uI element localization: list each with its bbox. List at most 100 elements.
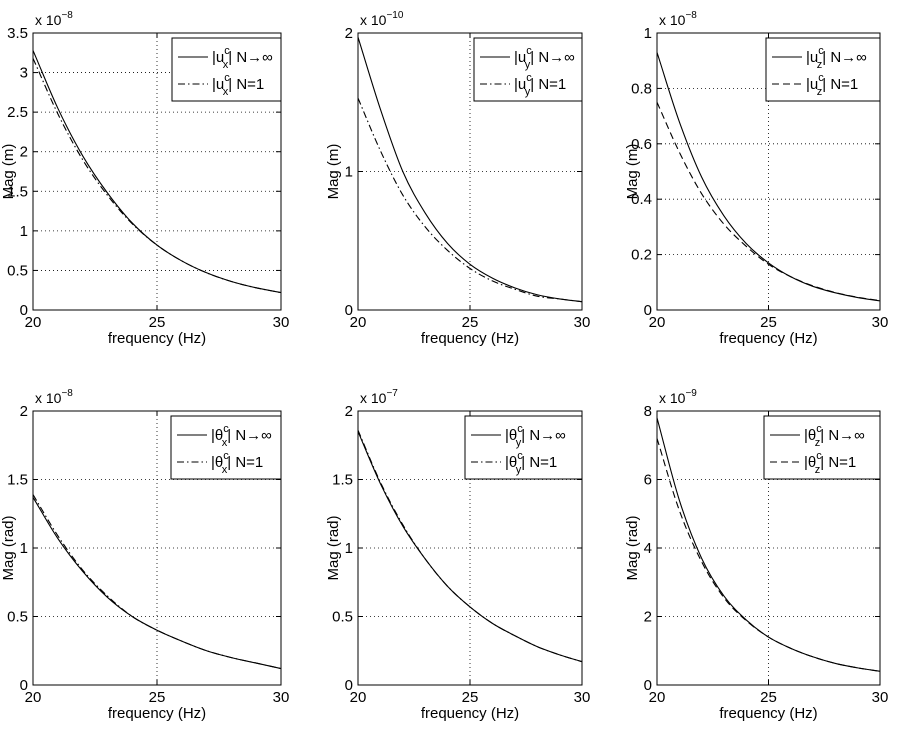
series-line-n-1 xyxy=(32,58,282,294)
y-tick-label: 0 xyxy=(20,302,28,319)
exponent-base: x 10 xyxy=(659,12,686,28)
legend-box xyxy=(763,415,881,480)
y-axis-label: Mag (rad) xyxy=(624,515,641,580)
x-axis-label: frequency (Hz) xyxy=(108,705,206,722)
series-line-n-1 xyxy=(656,102,881,302)
y-axis-label: Mag (m) xyxy=(0,144,17,200)
exponent-base: x 10 xyxy=(35,12,62,28)
y-tick-label: 0.5 xyxy=(7,609,28,626)
legend: |uc z| N→∞|uc z| N=1 xyxy=(765,37,881,102)
x-axis-label: frequency (Hz) xyxy=(719,330,817,347)
y-tick-label: 0.5 xyxy=(7,262,28,279)
x-tick-label: 25 xyxy=(462,314,479,331)
x-tick-label: 25 xyxy=(149,689,166,706)
legend-entry: |θc y| N→∞ xyxy=(505,423,566,449)
legend-entry: |uc z| N→∞ xyxy=(806,45,867,71)
legend: |θc y| N→∞|θc y| N=1 xyxy=(464,415,583,480)
legend-entry: |θc z| N=1 xyxy=(804,450,856,476)
legend: |θc z| N→∞|θc z| N=1 xyxy=(763,415,881,480)
x-tick-label: 20 xyxy=(649,689,666,706)
subplot-3: 20 25 30 0 0.2 0.4 0.6 0.8 1 x 10−8 frequency (Hz)… xyxy=(624,10,888,347)
y-tick-label: 0.8 xyxy=(631,80,652,97)
legend-entry: |θc x| N→∞ xyxy=(211,423,272,449)
subplot-1: 20 25 30 0 0.5 1 1.5 2 2.5 3 3.5 x 10−8 frequency (H… xyxy=(0,10,289,347)
exponent-power: −8 xyxy=(61,10,73,21)
series-line-n-1 xyxy=(32,494,282,670)
y-tick-label: 6 xyxy=(644,472,652,489)
exponent-power: −9 xyxy=(685,388,697,399)
y-tick-label: 1 xyxy=(345,164,353,181)
x-tick-label: 20 xyxy=(25,314,42,331)
y-exponent-label: x 10−9 xyxy=(659,388,697,406)
legend-box xyxy=(473,37,583,102)
y-tick-label: 0 xyxy=(644,677,652,694)
y-tick-label: 1 xyxy=(20,540,28,557)
legend-entry: |θc x| N=1 xyxy=(211,450,263,476)
y-exponent-label: x 10−8 xyxy=(35,10,73,28)
legend-entry: |θc z| N→∞ xyxy=(804,423,865,449)
legend-entry: |uc y| N=1 xyxy=(514,72,566,98)
exponent-power: −8 xyxy=(61,388,73,399)
y-exponent-label: x 10−8 xyxy=(659,10,697,28)
x-tick-label: 25 xyxy=(462,689,479,706)
x-tick-label: 30 xyxy=(574,314,591,331)
y-tick-label: 3.5 xyxy=(7,25,28,42)
subplot-5: 20 25 30 0 0.5 1 1.5 2 x 10−7 frequency (Hz) Mag (… xyxy=(325,388,590,722)
subplot-6: 20 25 30 0 2 4 6 8 x 10−9 frequency (Hz) Mag (rad)… xyxy=(624,388,888,722)
x-tick-label: 25 xyxy=(760,689,777,706)
x-tick-label: 25 xyxy=(149,314,166,331)
y-tick-label: 2 xyxy=(20,144,28,161)
y-exponent-label: x 10−7 xyxy=(360,388,398,406)
series-line-n-1 xyxy=(656,438,881,672)
x-axis-label: frequency (Hz) xyxy=(421,330,519,347)
y-tick-label: 0 xyxy=(644,302,652,319)
x-tick-label: 25 xyxy=(760,314,777,331)
y-exponent-label: x 10−8 xyxy=(35,388,73,406)
y-tick-label: 2.5 xyxy=(7,104,28,121)
exponent-base: x 10 xyxy=(659,390,686,406)
series-line-n-infinity xyxy=(32,497,282,670)
y-tick-label: 4 xyxy=(644,540,652,557)
x-tick-label: 30 xyxy=(872,689,889,706)
series-line-n-infinity xyxy=(32,50,282,294)
y-tick-label: 2 xyxy=(345,403,353,420)
legend-box xyxy=(171,37,282,102)
x-tick-label: 30 xyxy=(574,689,591,706)
y-tick-label: 0 xyxy=(345,677,353,694)
legend: |uc x| N→∞|uc x| N=1 xyxy=(171,37,282,102)
series-line-n-infinity xyxy=(357,36,583,303)
x-axis-label: frequency (Hz) xyxy=(108,330,206,347)
x-axis-label: frequency (Hz) xyxy=(719,705,817,722)
legend: |uc y| N→∞|uc y| N=1 xyxy=(473,37,583,102)
x-tick-label: 30 xyxy=(872,314,889,331)
exponent-base: x 10 xyxy=(360,12,387,28)
exponent-power: −8 xyxy=(685,10,697,21)
subplot-4: 20 25 30 0 0.5 1 1.5 2 x 10−8 frequency (Hz) Mag (… xyxy=(0,388,289,722)
y-tick-label: 0 xyxy=(345,302,353,319)
x-tick-label: 20 xyxy=(350,314,367,331)
y-tick-label: 0.2 xyxy=(631,247,652,264)
exponent-base: x 10 xyxy=(360,390,387,406)
exponent-power: −10 xyxy=(386,10,403,21)
legend-entry: |uc z| N=1 xyxy=(806,72,858,98)
y-tick-label: 1.5 xyxy=(7,183,28,200)
y-tick-label: 3 xyxy=(20,65,28,82)
legend: |θc x| N→∞|θc x| N=1 xyxy=(170,415,282,480)
y-tick-label: 0.6 xyxy=(631,136,652,153)
y-tick-label: 1 xyxy=(20,223,28,240)
x-tick-label: 30 xyxy=(273,689,290,706)
y-tick-label: 2 xyxy=(345,25,353,42)
legend-box xyxy=(765,37,881,102)
x-tick-label: 20 xyxy=(25,689,42,706)
exponent-base: x 10 xyxy=(35,390,62,406)
x-axis-label: frequency (Hz) xyxy=(421,705,519,722)
y-axis-label: Mag (m) xyxy=(624,144,641,200)
legend-entry: |θc y| N=1 xyxy=(505,450,557,476)
x-tick-label: 30 xyxy=(273,314,290,331)
legend-box xyxy=(464,415,583,480)
y-exponent-label: x 10−10 xyxy=(360,10,404,28)
y-tick-label: 1.5 xyxy=(332,472,353,489)
y-tick-label: 1.5 xyxy=(7,472,28,489)
y-tick-label: 2 xyxy=(644,609,652,626)
